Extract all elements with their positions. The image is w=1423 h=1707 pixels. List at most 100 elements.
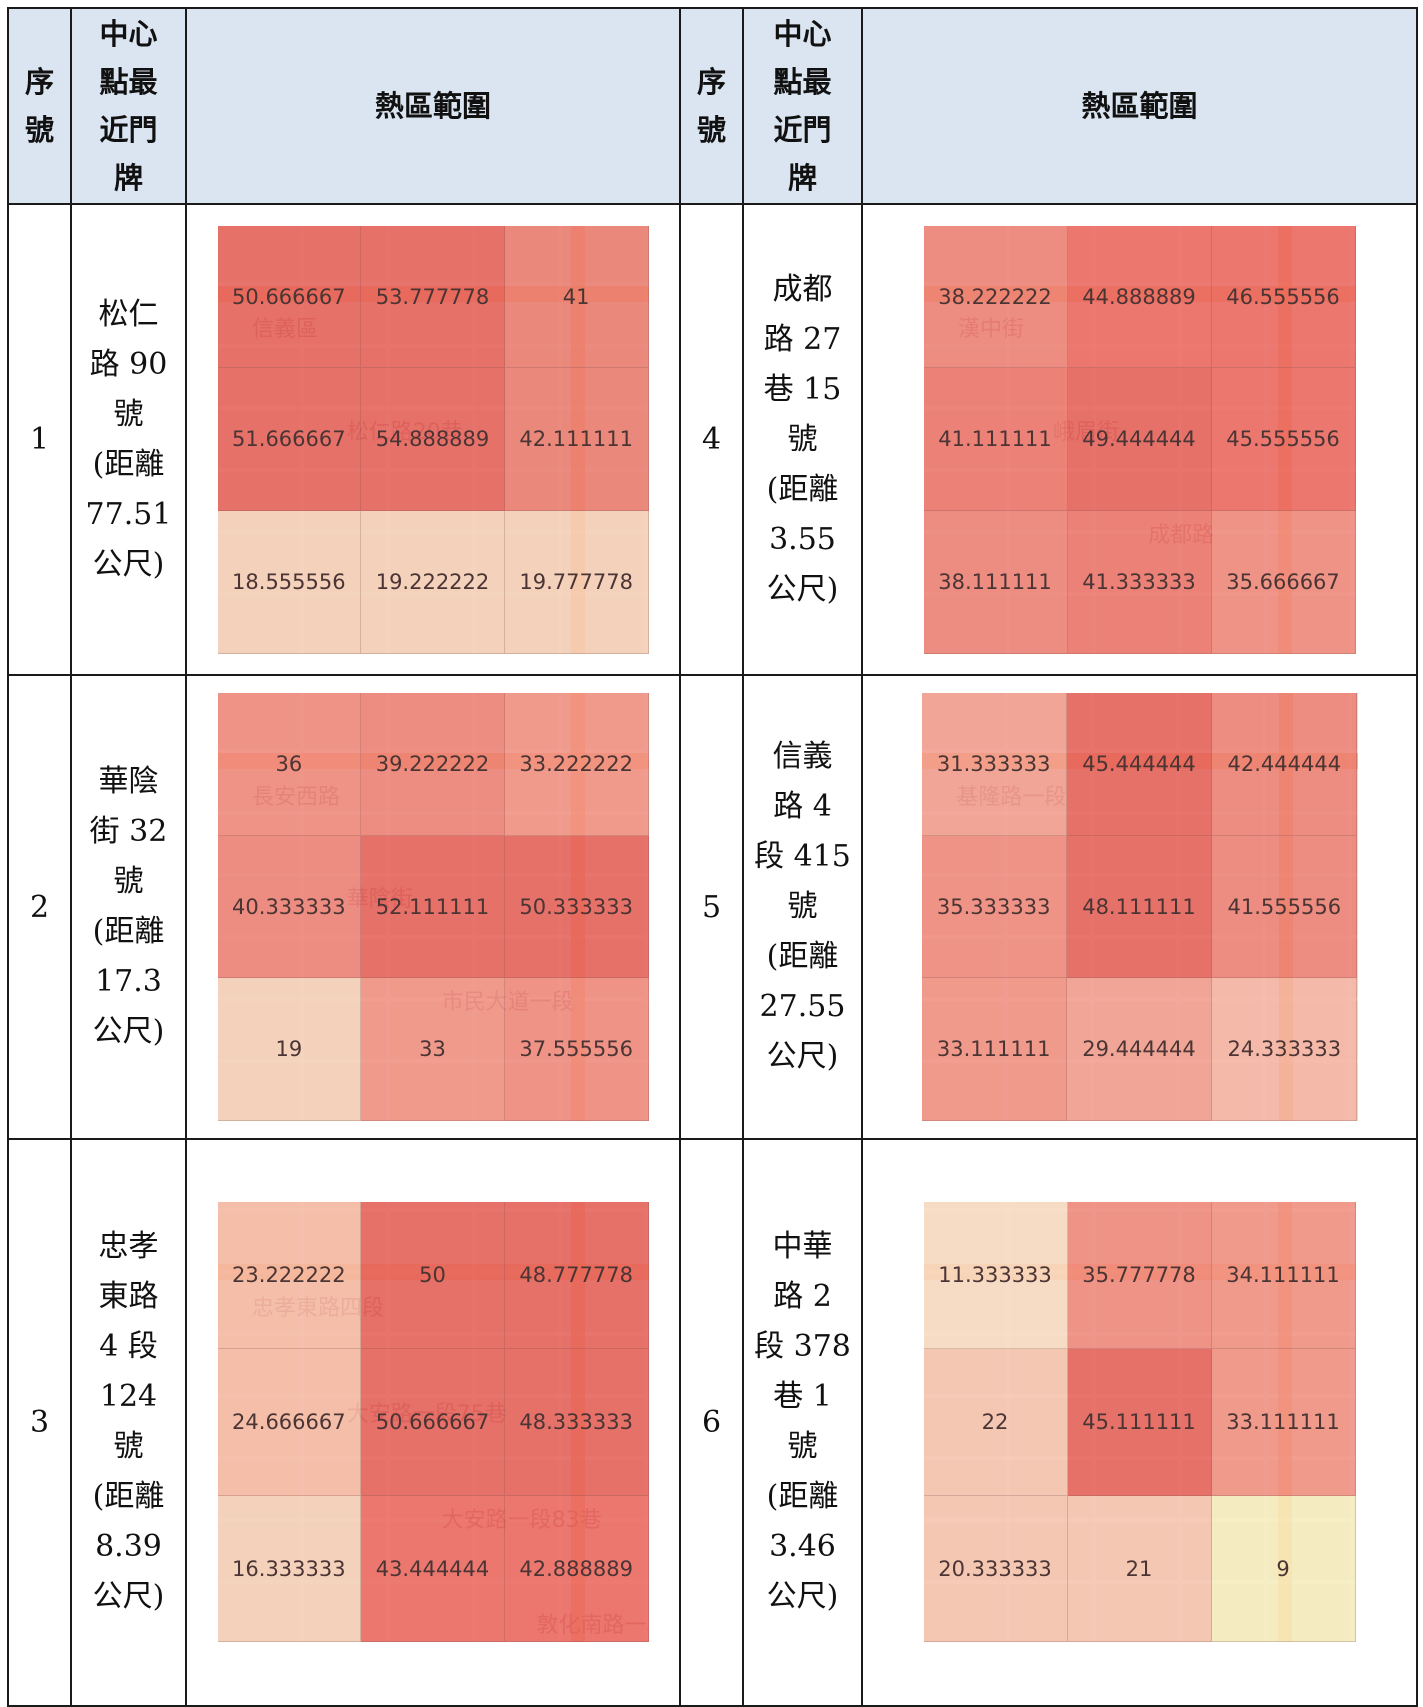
- address-cell: 忠孝 東路 4 段 124 號 (距離 8.39 公尺): [70, 1137, 187, 1707]
- heatmap-value: 39.222222: [361, 693, 505, 836]
- address-cell: 中華路 2 段 378 巷 1 號 (距離 3.46 公尺): [742, 1137, 863, 1707]
- heatmap-value: 38.111111: [923, 511, 1068, 654]
- address-cell: 松仁路 90 號 (距離 77.51 公尺): [70, 203, 187, 677]
- heatmap-value: 45.444444: [1066, 693, 1213, 836]
- address-line: 路 90: [89, 346, 168, 382]
- heatmap-cell: 忠孝東路四段大安路一段75巷大安路一段83巷敦化南路一段23.222222504…: [185, 1137, 681, 1707]
- heatmap-value: 35.666667: [1211, 511, 1356, 654]
- heatmap-value: 48.777778: [504, 1202, 649, 1350]
- heatmap-grid: 漢中街峨眉街成都路38.22222244.88888946.55555641.1…: [923, 225, 1356, 654]
- heatmap-value: 48.333333: [504, 1349, 649, 1496]
- heatmap-value: 21: [1067, 1495, 1212, 1643]
- heatmap-value: 54.888889: [361, 368, 505, 512]
- address-line: 號: [787, 889, 818, 925]
- heatmap-value: 33: [361, 978, 505, 1122]
- heatmap-value: 34.111111: [1211, 1202, 1356, 1350]
- heatmap-value: 48.111111: [1066, 835, 1213, 979]
- address-line: 街 32: [89, 814, 168, 850]
- address-cell: 華陰街 32 號 (距離 17.3 公尺): [70, 674, 187, 1140]
- hotspot-table: 序號 中心點最近門牌 熱區範圍 序號 中心點最近門牌 熱區範圍 1 松仁路 90 號…: [7, 6, 1418, 1707]
- heatmap-value: 49.444444: [1067, 368, 1212, 512]
- heatmap-grid: 11.333333 35.777778 34.111111 22 45.111111 33…: [923, 1202, 1356, 1643]
- heatmap-value: 29.444444: [1066, 978, 1213, 1122]
- address-line: 公尺): [92, 546, 165, 582]
- heatmap-value: 16.333333: [217, 1495, 362, 1643]
- heatmap-value: 42.888889: [504, 1495, 649, 1643]
- heatmap-value: 20.333333: [923, 1495, 1068, 1643]
- heatmap-value: 23.222222: [217, 1202, 362, 1350]
- address-cell: 成都路 27 巷 15 號 (距離 3.55 公尺): [742, 203, 863, 677]
- heatmap-grid: 長安西路華陰街市民大道一段3639.22222233.22222240.3333…: [217, 693, 649, 1122]
- heatmap-value: 50.666667: [361, 1349, 505, 1496]
- heatmap-value: 24.666667: [217, 1349, 362, 1496]
- header-range-left: 熱區範圍: [185, 6, 681, 206]
- address-line: 77.51: [85, 496, 172, 532]
- address-line: 路 2: [773, 1279, 832, 1315]
- address-line: 公尺): [92, 1579, 165, 1615]
- heatmap-value: 33.111111: [1211, 1349, 1356, 1496]
- address-line: 號: [787, 1429, 818, 1465]
- heatmap-value: 53.777778: [361, 225, 505, 369]
- heatmap-cell: 漢中街峨眉街成都路38.22222244.88888946.55555641.1…: [861, 203, 1418, 677]
- address-line: 路 4: [773, 789, 832, 825]
- address-line: 成都: [772, 271, 833, 307]
- heatmap-value: 42.444444: [1212, 693, 1358, 836]
- heatmap-value: 41.555556: [1212, 835, 1358, 979]
- seq-cell: 6: [679, 1137, 744, 1707]
- heatmap-value: 19: [217, 978, 362, 1122]
- heatmap-value: 45.555556: [1211, 368, 1356, 512]
- address-line: 4 段: [99, 1329, 158, 1365]
- address-line: (距離: [766, 471, 839, 507]
- heatmap-cell: 基隆路一段31.33333345.44444442.44444435.33333…: [861, 674, 1418, 1140]
- address-line: 段 378: [754, 1329, 851, 1365]
- seq-cell: 3: [7, 1137, 72, 1707]
- heatmap-grid: 忠孝東路四段大安路一段75巷大安路一段83巷敦化南路一段23.222222504…: [217, 1202, 649, 1643]
- heatmap-value: 35.333333: [921, 835, 1067, 979]
- address-line: 號: [113, 396, 144, 432]
- heatmap-value: 38.222222: [923, 225, 1068, 369]
- address-line: 27.55: [759, 989, 846, 1025]
- heatmap-value: 42.111111: [504, 368, 649, 512]
- address-cell: 信義路 4 段 415 號 (距離 27.55 公尺): [742, 674, 863, 1140]
- address-line: 巷 1: [773, 1379, 832, 1415]
- seq-cell: 2: [7, 674, 72, 1140]
- heatmap-value: 33.222222: [504, 693, 649, 836]
- address-line: 公尺): [766, 571, 839, 607]
- seq-cell: 4: [679, 203, 744, 677]
- address-line: 信義: [772, 739, 833, 775]
- address-line: 公尺): [766, 1579, 839, 1615]
- heatmap-value: 40.333333: [217, 835, 362, 979]
- header-addr-right: 中心點最近門牌: [742, 6, 863, 206]
- heatmap-value: 33.111111: [921, 978, 1067, 1122]
- heatmap-value: 50: [361, 1202, 505, 1350]
- heatmap-value: 43.444444: [361, 1495, 505, 1643]
- heatmap-cell: 長安西路華陰街市民大道一段3639.22222233.22222240.3333…: [185, 674, 681, 1140]
- header-seq-left: 序號: [7, 6, 72, 206]
- header-seq-right: 序號: [679, 6, 744, 206]
- address-line: (距離: [766, 939, 839, 975]
- heatmap-cell: 信義區松仁路20巷50.66666753.7777784151.66666754…: [185, 203, 681, 677]
- heatmap-value: 9: [1211, 1495, 1356, 1643]
- heatmap-value: 22: [923, 1349, 1068, 1496]
- heatmap-value: 18.555556: [217, 511, 362, 654]
- header-addr-left: 中心點最近門牌: [70, 6, 187, 206]
- address-line: 華陰: [98, 764, 159, 800]
- seq-cell: 5: [679, 674, 744, 1140]
- address-line: (距離: [92, 1479, 165, 1515]
- address-line: 中華: [772, 1229, 833, 1265]
- address-line: 公尺): [92, 1014, 165, 1050]
- heatmap-value: 41: [504, 225, 649, 369]
- heatmap-value: 31.333333: [921, 693, 1067, 836]
- heatmap-value: 51.666667: [217, 368, 362, 512]
- address-line: 巷 15: [763, 371, 842, 407]
- heatmap-value: 35.777778: [1067, 1202, 1212, 1350]
- heatmap-value: 41.111111: [923, 368, 1068, 512]
- heatmap-value: 24.333333: [1212, 978, 1358, 1122]
- heatmap-grid: 基隆路一段31.33333345.44444442.44444435.33333…: [921, 693, 1358, 1122]
- header-range-right: 熱區範圍: [861, 6, 1418, 206]
- address-line: 124: [99, 1379, 158, 1415]
- heatmap-value: 52.111111: [361, 835, 505, 979]
- heatmap-value: 19.777778: [504, 511, 649, 654]
